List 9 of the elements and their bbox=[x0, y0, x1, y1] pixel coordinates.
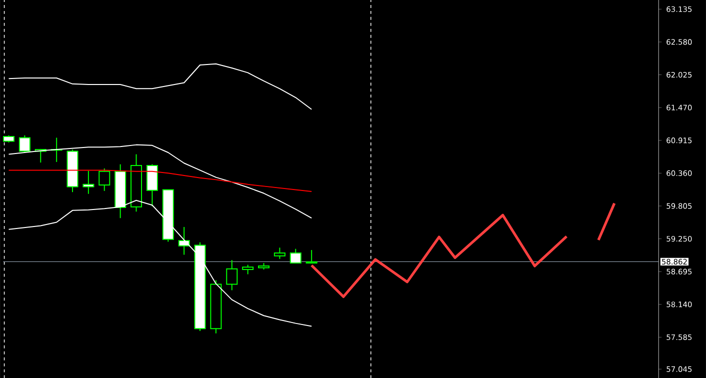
candlestick bbox=[290, 248, 302, 264]
candlestick bbox=[274, 247, 286, 260]
candlestick bbox=[98, 168, 110, 192]
candlestick bbox=[242, 264, 254, 275]
candlestick bbox=[306, 249, 318, 264]
candlestick bbox=[226, 259, 238, 291]
candlestick bbox=[82, 170, 94, 194]
line-series bbox=[310, 214, 568, 298]
candlestick bbox=[178, 226, 190, 256]
